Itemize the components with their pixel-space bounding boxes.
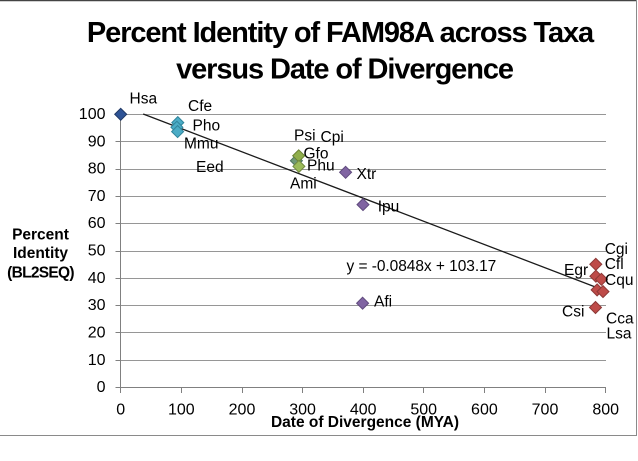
svg-text:Cfl: Cfl	[605, 256, 624, 273]
svg-text:Cqu: Cqu	[605, 272, 633, 289]
svg-text:Gfo: Gfo	[304, 146, 329, 163]
svg-text:Pho: Pho	[193, 118, 221, 135]
svg-text:Eed: Eed	[196, 159, 224, 176]
svg-text:Ami: Ami	[290, 176, 317, 193]
svg-text:Hsa: Hsa	[130, 91, 158, 108]
svg-text:(BL2SEQ): (BL2SEQ)	[7, 265, 74, 282]
svg-text:50: 50	[88, 243, 106, 260]
svg-text:300: 300	[289, 402, 316, 419]
svg-text:Identity: Identity	[13, 245, 68, 262]
svg-text:Cca: Cca	[606, 311, 634, 328]
svg-text:700: 700	[532, 402, 559, 419]
svg-text:Cpi: Cpi	[321, 129, 344, 146]
svg-text:500: 500	[410, 402, 437, 419]
svg-text:Percent: Percent	[12, 226, 69, 243]
svg-text:Cgi: Cgi	[605, 241, 628, 258]
svg-text:600: 600	[471, 402, 498, 419]
svg-text:Psi: Psi	[294, 128, 316, 145]
svg-text:Mmu: Mmu	[184, 136, 218, 153]
svg-text:400: 400	[350, 402, 377, 419]
svg-text:Egr: Egr	[564, 262, 588, 279]
svg-text:60: 60	[88, 215, 106, 232]
svg-text:Csi: Csi	[562, 304, 584, 321]
svg-text:10: 10	[88, 352, 106, 369]
svg-text:200: 200	[229, 402, 256, 419]
svg-text:Ipu: Ipu	[378, 198, 400, 215]
svg-text:70: 70	[88, 188, 106, 205]
svg-text:0: 0	[116, 402, 125, 419]
svg-text:100: 100	[168, 402, 195, 419]
svg-text:90: 90	[88, 133, 106, 150]
svg-text:Afi: Afi	[374, 294, 392, 311]
svg-text:Percent Identity of FAM98A acr: Percent Identity of FAM98A across Taxa	[87, 17, 595, 49]
svg-text:800: 800	[592, 402, 619, 419]
svg-text:80: 80	[88, 161, 106, 178]
svg-text:40: 40	[88, 270, 106, 287]
svg-text:Date of Divergence (MYA): Date of Divergence (MYA)	[271, 414, 459, 431]
svg-text:Xtr: Xtr	[357, 166, 377, 183]
svg-text:0: 0	[97, 379, 106, 396]
svg-text:Phu: Phu	[307, 158, 335, 175]
svg-text:y = -0.0848x + 103.17: y = -0.0848x + 103.17	[347, 258, 497, 275]
svg-text:versus Date of Divergence: versus Date of Divergence	[176, 54, 514, 86]
svg-text:Cfe: Cfe	[188, 98, 212, 115]
svg-text:30: 30	[88, 297, 106, 314]
svg-text:100: 100	[79, 106, 106, 123]
svg-text:20: 20	[88, 325, 106, 342]
svg-text:Lsa: Lsa	[607, 326, 632, 343]
